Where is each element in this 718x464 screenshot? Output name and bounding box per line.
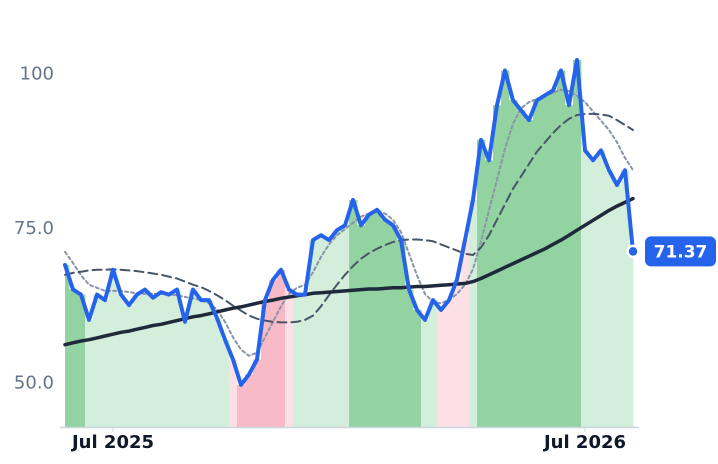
y-tick-label: 100 bbox=[20, 63, 54, 84]
shade-column bbox=[549, 90, 558, 428]
shade-column bbox=[229, 359, 238, 427]
y-tick-label: 75.0 bbox=[14, 218, 54, 239]
shade-column bbox=[157, 292, 166, 427]
shade-column bbox=[277, 269, 286, 427]
shade-column bbox=[405, 289, 414, 427]
shade-column bbox=[605, 170, 614, 427]
shade-column bbox=[533, 100, 542, 428]
shade-column bbox=[365, 214, 374, 427]
shade-column bbox=[85, 319, 94, 427]
shade-column bbox=[245, 374, 254, 427]
shade-column bbox=[381, 219, 390, 427]
shade-column bbox=[213, 318, 222, 427]
shade-column bbox=[125, 305, 134, 427]
shade-column bbox=[629, 251, 634, 427]
shade-column bbox=[117, 294, 126, 427]
shade-column bbox=[77, 294, 86, 427]
price-line bbox=[63, 58, 635, 387]
shade-column bbox=[517, 110, 526, 427]
shade-column bbox=[621, 170, 630, 427]
shade-column bbox=[109, 269, 118, 427]
shade-column bbox=[93, 294, 102, 427]
shade-column bbox=[309, 240, 318, 427]
shade-column bbox=[261, 300, 270, 427]
shade-column bbox=[437, 310, 446, 427]
shade-column bbox=[141, 289, 150, 427]
shade-column bbox=[445, 300, 454, 427]
shade-column bbox=[429, 300, 438, 427]
shade-column bbox=[301, 294, 310, 427]
x-tick-label: Jul 2026 bbox=[542, 432, 626, 453]
shade-column bbox=[461, 240, 470, 427]
shade-column bbox=[189, 289, 198, 427]
y-tick-label: 50.0 bbox=[14, 373, 54, 394]
value-badge-label: 71.37 bbox=[654, 242, 708, 262]
shade-column bbox=[453, 279, 462, 427]
shade-column bbox=[397, 240, 406, 427]
shade-column bbox=[197, 300, 206, 427]
shade-column bbox=[469, 199, 478, 427]
shade-column bbox=[253, 359, 262, 427]
shade-column bbox=[493, 105, 502, 428]
last-point bbox=[626, 244, 640, 259]
shade-column bbox=[525, 120, 534, 428]
shade-column bbox=[597, 150, 606, 427]
shade-column bbox=[557, 70, 566, 428]
shade-column bbox=[285, 289, 294, 427]
value-badge bbox=[645, 236, 716, 267]
shade-column bbox=[221, 339, 230, 427]
shade-column bbox=[165, 294, 174, 427]
shade-column bbox=[421, 319, 430, 427]
shade-column bbox=[69, 289, 78, 427]
shade-column bbox=[541, 95, 550, 427]
x-tick-label: Jul 2025 bbox=[70, 432, 154, 453]
moving-average-line bbox=[64, 112, 634, 324]
shade-column bbox=[413, 310, 422, 427]
shade-column bbox=[237, 384, 246, 427]
shade-column bbox=[485, 160, 494, 427]
shade-column bbox=[613, 185, 622, 427]
shade-column bbox=[501, 70, 510, 428]
shade-column bbox=[357, 225, 366, 427]
shade-column bbox=[373, 209, 382, 427]
shade-column bbox=[573, 60, 582, 428]
shade-column bbox=[341, 225, 350, 427]
moving-average-line bbox=[63, 196, 635, 347]
shade-column bbox=[565, 105, 574, 428]
shade-column bbox=[349, 199, 358, 427]
shade-column bbox=[589, 160, 598, 427]
shade-column bbox=[389, 225, 398, 427]
shade-column bbox=[333, 230, 342, 427]
shade-column bbox=[581, 150, 590, 427]
shade-column bbox=[317, 235, 326, 427]
shade-column bbox=[149, 297, 158, 427]
shade-column bbox=[477, 139, 486, 427]
shade-column bbox=[101, 300, 110, 427]
shade-column bbox=[269, 279, 278, 427]
shade-column bbox=[325, 240, 334, 427]
shade-column bbox=[173, 289, 182, 427]
shade-column bbox=[205, 300, 214, 427]
shade-column bbox=[293, 294, 302, 427]
shade-column bbox=[133, 294, 142, 427]
shade-column bbox=[181, 321, 190, 427]
